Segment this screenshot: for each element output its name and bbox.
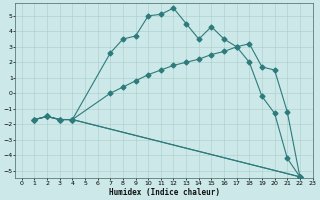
X-axis label: Humidex (Indice chaleur): Humidex (Indice chaleur) — [108, 188, 220, 197]
